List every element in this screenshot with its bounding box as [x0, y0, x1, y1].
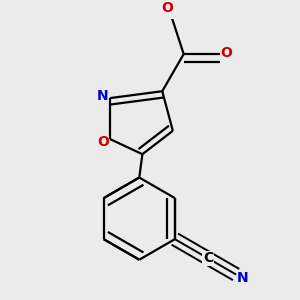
Text: N: N — [96, 89, 108, 103]
Text: N: N — [237, 272, 249, 286]
Text: O: O — [98, 135, 110, 149]
Text: O: O — [162, 1, 173, 15]
Text: O: O — [220, 46, 232, 60]
Text: C: C — [203, 251, 213, 266]
